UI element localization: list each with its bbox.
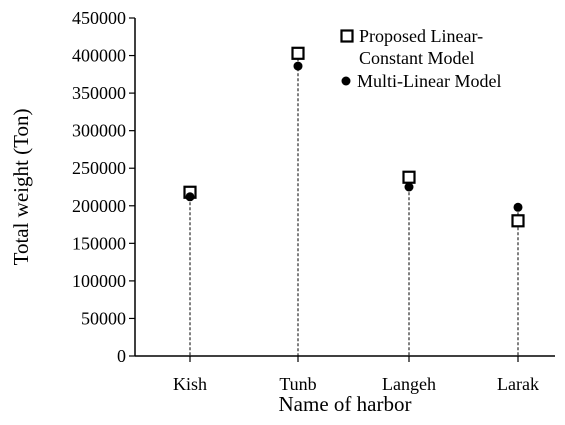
linear-constant-point [511,214,525,228]
y-axis-ticks: 0 50000 100000 150000 200000 250000 300000 3500… [72,8,135,366]
y-tick-label: 50000 [81,308,126,328]
data-markers [183,46,525,228]
multi-linear-point [404,182,414,192]
legend-label-multi-linear: Multi-Linear Model [357,71,501,91]
x-axis-ticks: Kish Tunb Langeh Larak [173,356,539,394]
x-tick-label: Kish [173,374,207,394]
y-tick-label: 150000 [72,233,126,253]
x-axis-title: Name of harbor [279,392,412,416]
multi-linear-point [293,61,303,71]
multi-linear-point [185,192,195,202]
y-tick-label: 250000 [72,158,126,178]
legend-marker-circle [341,76,351,86]
multi-linear-point [513,202,523,212]
y-tick-label: 200000 [72,196,126,216]
y-axis-title: Total weight (Ton) [9,109,33,266]
y-tick-label: 300000 [72,121,126,141]
legend: Proposed Linear-Constant Model Multi-Line… [340,26,501,91]
y-tick-label: 450000 [72,8,126,28]
linear-constant-point [402,170,416,184]
legend-label-linear-constant-line2: Constant Model [359,48,475,68]
drop-lines [189,53,519,356]
x-tick-label: Larak [497,374,539,394]
y-tick-label: 400000 [72,46,126,66]
x-tick-label: Langeh [382,374,436,394]
y-tick-label: 0 [117,346,126,366]
y-tick-label: 350000 [72,83,126,103]
y-tick-label: 100000 [72,271,126,291]
legend-label-linear-constant-line1: Proposed Linear- [359,26,483,46]
x-tick-label: Tunb [279,374,316,394]
linear-constant-point [291,46,305,60]
legend-marker-square [340,29,354,43]
